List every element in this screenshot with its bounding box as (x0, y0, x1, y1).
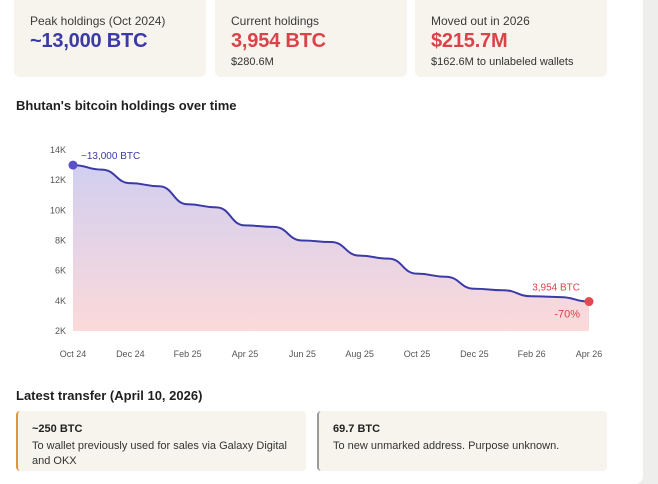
x-tick-label: Apr 26 (576, 349, 603, 359)
x-tick-label: Aug 25 (345, 349, 374, 359)
stat-label: Moved out in 2026 (431, 14, 530, 28)
end-label: 3,954 BTC (532, 283, 580, 294)
y-tick-label: 4K (55, 296, 66, 306)
transfer-description: To wallet previously used for sales via … (32, 440, 287, 467)
x-tick-label: Jun 25 (289, 349, 316, 359)
transfer-amount: ~250 BTC (32, 423, 83, 435)
change-label: -70% (554, 309, 580, 321)
x-tick-label: Oct 24 (60, 349, 87, 359)
y-tick-label: 2K (55, 326, 66, 336)
latest-transfer-title: Latest transfer (April 10, 2026) (16, 388, 203, 403)
stat-label: Peak holdings (Oct 2024) (30, 14, 166, 28)
x-tick-label: Oct 25 (404, 349, 431, 359)
chart-title: Bhutan's bitcoin holdings over time (16, 98, 237, 113)
start-label: ~13,000 BTC (81, 151, 140, 162)
x-tick-label: Feb 25 (174, 349, 202, 359)
stat-value: 3,954 BTC (231, 30, 326, 52)
stat-sub: $280.6M (231, 56, 274, 68)
stat-moved-out: Moved out in 2026 $215.7M $162.6M to unl… (415, 0, 607, 77)
stat-current-holdings: Current holdings 3,954 BTC $280.6M (215, 0, 407, 77)
page: Peak holdings (Oct 2024) ~13,000 BTC Cur… (0, 0, 643, 484)
x-tick-label: Dec 25 (460, 349, 489, 359)
x-tick-label: Feb 26 (518, 349, 546, 359)
stat-label: Current holdings (231, 14, 320, 28)
y-tick-label: 12K (50, 175, 66, 185)
holdings-area (73, 165, 589, 331)
y-tick-label: 6K (55, 266, 66, 276)
end-point (584, 297, 594, 307)
start-point (68, 160, 78, 170)
transfer-amount: 69.7 BTC (333, 423, 381, 435)
transfer-card-1: ~250 BTC To wallet previously used for s… (16, 411, 306, 471)
transfer-card-2: 69.7 BTC To new unmarked address. Purpos… (317, 411, 607, 471)
x-tick-label: Dec 24 (116, 349, 145, 359)
holdings-line (72, 164, 590, 303)
holdings-chart: 14K 12K 10K 8K 6K 4K 2K Oct 24 Dec 24 Feb 25 Apr … (50, 145, 603, 359)
stat-sub: $162.6M to unlabeled wallets (431, 56, 574, 68)
y-tick-label: 8K (55, 236, 66, 246)
stat-value: $215.7M (431, 30, 508, 52)
stat-peak-holdings: Peak holdings (Oct 2024) ~13,000 BTC (14, 0, 206, 77)
transfer-description: To new unmarked address. Purpose unknown… (333, 440, 560, 452)
y-tick-label: 14K (50, 145, 66, 155)
x-tick-label: Apr 25 (232, 349, 259, 359)
y-tick-label: 10K (50, 205, 66, 215)
stat-value: ~13,000 BTC (30, 30, 148, 52)
